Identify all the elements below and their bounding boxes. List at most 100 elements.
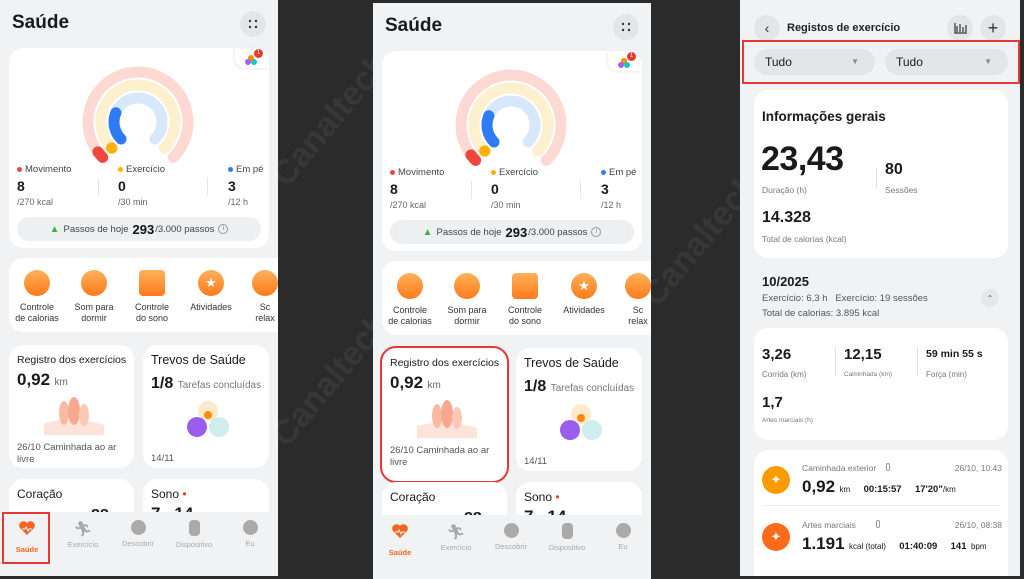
highlight-box	[742, 40, 1020, 84]
clover-badge[interactable]: 1	[608, 51, 642, 71]
stat-goal: /12 h	[228, 197, 263, 207]
calorie-bowl-icon	[397, 273, 423, 299]
bpm-unit: bpm	[971, 542, 987, 551]
overview-card: Informações gerais 23,43 Duração (h) 80 …	[754, 90, 1008, 258]
more-apps-button[interactable]	[613, 14, 639, 40]
shortcut-som-dormir[interactable]: Som para dormir	[437, 273, 497, 327]
shortcut-atividades[interactable]: ★Atividades	[554, 273, 614, 316]
clover-badge[interactable]: 1	[235, 48, 269, 68]
nav-label: Exercício	[55, 540, 111, 549]
activity-rings-card[interactable]: 1 Movimento 8 /270 kcal Exercício 0 /30 …	[382, 51, 642, 251]
activity-value: 1.191	[802, 534, 845, 553]
stat-em-pe: Em pé 3 /12 h	[228, 164, 263, 207]
person-relax-icon	[625, 273, 651, 299]
nav-saude[interactable]: Saúde	[373, 523, 428, 557]
activity-date: 26/10, 08:38	[955, 520, 1002, 530]
red-dot-icon: •	[182, 487, 186, 501]
divider	[98, 178, 99, 196]
card-title: Coração	[17, 487, 62, 501]
chevron-left-icon: ‹	[765, 20, 770, 36]
collapse-button[interactable]: ⌃	[981, 289, 999, 307]
activity-value: 0,92	[802, 477, 835, 496]
steps-goal: /3.000 passos	[155, 224, 214, 235]
nav-exercicio[interactable]: 🏃︎Exercício	[55, 520, 111, 549]
nav-exercicio[interactable]: 🏃︎Exercício	[428, 523, 484, 552]
shortcut-atividades[interactable]: ★Atividades	[181, 270, 241, 313]
divider	[580, 181, 581, 199]
red-dot-icon	[17, 167, 22, 172]
shortcut-relax[interactable]: Sc relax	[608, 273, 651, 327]
exercise-records-card[interactable]: Registro dos exercícios 0,92 km 26/10 Ca…	[9, 345, 134, 468]
month-title: 10/2025	[762, 274, 809, 289]
duration-label: Duração (h)	[762, 185, 807, 195]
divider	[876, 168, 877, 188]
watch-icon	[189, 520, 200, 536]
steps-pill[interactable]: ▲ Passos de hoje 293 /3.000 passos i	[390, 220, 634, 244]
stat-label: Força (min)	[926, 370, 967, 379]
steps-pill[interactable]: ▲ Passos de hoje 293 /3.000 passos i	[17, 217, 261, 241]
stat-value: 3,26	[762, 346, 791, 363]
nav-dispositivo[interactable]: Dispositivo	[166, 520, 222, 549]
duration-value: 23,43	[761, 140, 844, 179]
stat-value: 3	[601, 181, 636, 197]
nav-label: Exercício	[428, 543, 484, 552]
health-screen: Saúde 1 Movimento 8 /270 kcal Exercício …	[373, 3, 651, 579]
activity-row[interactable]: ✦ Artes marciais 26/10, 08:38 1.191 kcal…	[754, 508, 1008, 566]
stat-movimento: Movimento 8 /270 kcal	[390, 167, 444, 210]
shortcut-controle-sono[interactable]: Controle do sono	[495, 273, 555, 327]
nav-dispositivo[interactable]: Dispositivo	[539, 523, 595, 552]
info-icon[interactable]: i	[218, 224, 228, 234]
shortcut-controle-calorias[interactable]: Controle de calorias	[380, 273, 440, 327]
activity-heart-rate: 141	[951, 541, 967, 552]
tasks-value: 1/8	[151, 375, 173, 392]
steps-value: 293	[133, 222, 155, 237]
nav-label: Eu	[222, 539, 278, 548]
highlight-box	[2, 512, 50, 564]
info-icon[interactable]: i	[591, 227, 601, 237]
activity-row[interactable]: ✦ Caminhada exterior 26/10, 10:43 0,92 k…	[754, 450, 1008, 508]
nav-eu[interactable]: Eu	[595, 523, 651, 551]
card-footer: 14/11	[151, 453, 174, 464]
stat-label: Movimento	[398, 167, 444, 178]
add-record-button[interactable]: +	[980, 15, 1006, 41]
exercise-records-card[interactable]: Registro dos exercícios 0,92 km 26/10 Ca…	[382, 348, 507, 481]
stat-label: Movimento	[25, 164, 71, 175]
statistics-button[interactable]	[947, 15, 973, 41]
calories-value: 14.328	[762, 209, 811, 227]
divider	[207, 178, 208, 196]
shortcut-label: Controle de calorias	[7, 302, 67, 324]
sleep-log-icon	[512, 273, 538, 299]
walking-illustration	[417, 398, 477, 438]
medal-icon: ★	[198, 270, 224, 296]
shortcut-controle-sono[interactable]: Controle do sono	[122, 270, 182, 324]
back-button[interactable]: ‹	[754, 15, 780, 41]
shortcut-som-dormir[interactable]: Som para dormir	[64, 270, 124, 324]
health-clovers-card[interactable]: Trevos de Saúde 1/8 Tarefas concluídas 1…	[516, 348, 642, 471]
stat-value: 0	[118, 178, 165, 194]
shortcut-label: Controle de calorias	[380, 305, 440, 327]
stat-value: 12,15	[844, 346, 882, 363]
tasks-unit: Tarefas concluídas	[178, 380, 261, 391]
stat-label: Exercício	[499, 167, 538, 178]
notification-badge: 1	[254, 49, 263, 58]
activity-rings-card[interactable]: 1 Movimento 8 /270 kcal Exercício 0 /30 …	[9, 48, 269, 248]
card-title: Sono	[524, 490, 552, 504]
stat-goal: /270 kcal	[17, 197, 71, 207]
bottom-nav: Saúde 🏃︎Exercício Descobrir Dispositivo …	[373, 515, 651, 579]
month-stats-card: 3,26 Corrida (km) 12,15 Caminhada (km) 5…	[754, 328, 1008, 440]
nav-eu[interactable]: Eu	[222, 520, 278, 548]
health-clovers-card[interactable]: Trevos de Saúde 1/8 Tarefas concluídas 1…	[143, 345, 269, 468]
stat-exercicio: Exercício 0 /30 min	[118, 164, 165, 207]
stat-value: 8	[390, 181, 444, 197]
activity-name: Artes marciais	[802, 520, 856, 530]
shortcut-relax[interactable]: Sc relax	[235, 270, 278, 324]
more-apps-button[interactable]	[240, 11, 266, 37]
card-title: Coração	[390, 490, 435, 504]
nav-descobrir[interactable]: Descobrir	[110, 520, 166, 548]
nav-descobrir[interactable]: Descobrir	[483, 523, 539, 551]
card-footer: 14/11	[524, 456, 547, 467]
card-footer: 26/10 Caminhada ao ar livre	[390, 445, 495, 469]
shortcut-controle-calorias[interactable]: Controle de calorias	[7, 270, 67, 324]
stat-label: Artes marciais (h)	[762, 417, 813, 424]
stat-em-pe: Em pé 3 /12 h	[601, 167, 636, 210]
